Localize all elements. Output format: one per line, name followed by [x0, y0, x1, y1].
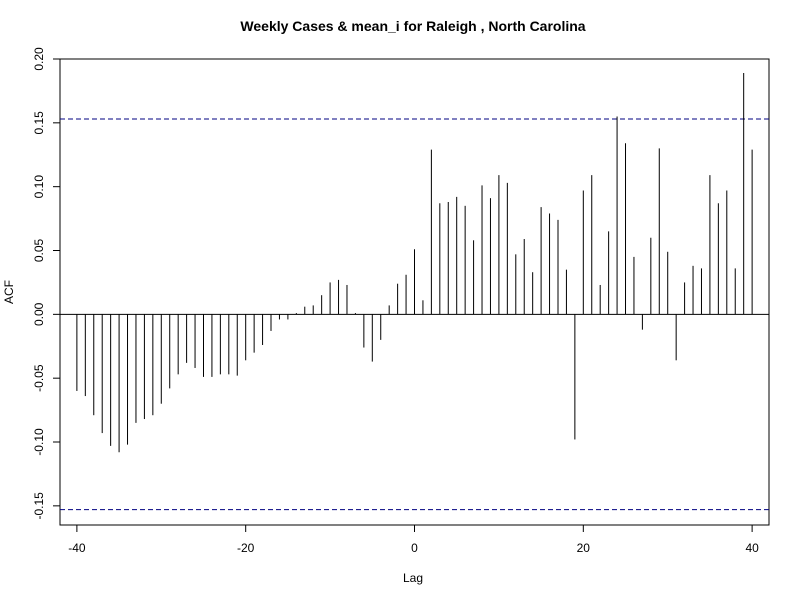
- y-tick-label: 0.15: [32, 111, 46, 135]
- y-tick-label: 0.10: [32, 175, 46, 199]
- x-axis-label: Lag: [403, 571, 423, 585]
- x-tick-label: -40: [68, 541, 86, 555]
- y-tick-label: 0.05: [32, 239, 46, 263]
- x-axis: -40 -20 0 20 40: [68, 524, 759, 555]
- chart-title: Weekly Cases & mean_i for Raleigh , Nort…: [240, 18, 585, 34]
- y-tick-label: -0.10: [32, 428, 46, 456]
- y-tick-label: 0.00: [32, 302, 46, 326]
- y-axis-label: ACF: [2, 280, 16, 304]
- y-tick-label: -0.05: [32, 364, 46, 392]
- x-tick-label: 40: [745, 541, 759, 555]
- x-tick-label: 20: [577, 541, 591, 555]
- x-tick-label: -20: [237, 541, 255, 555]
- acf-bars: [76, 73, 753, 453]
- y-tick-label: 0.20: [32, 47, 46, 71]
- x-tick-label: 0: [411, 541, 418, 555]
- y-axis: -0.15 -0.10 -0.05 0.00 0.05 0.10 0.15 0.20: [32, 47, 61, 520]
- y-tick-label: -0.15: [32, 492, 46, 520]
